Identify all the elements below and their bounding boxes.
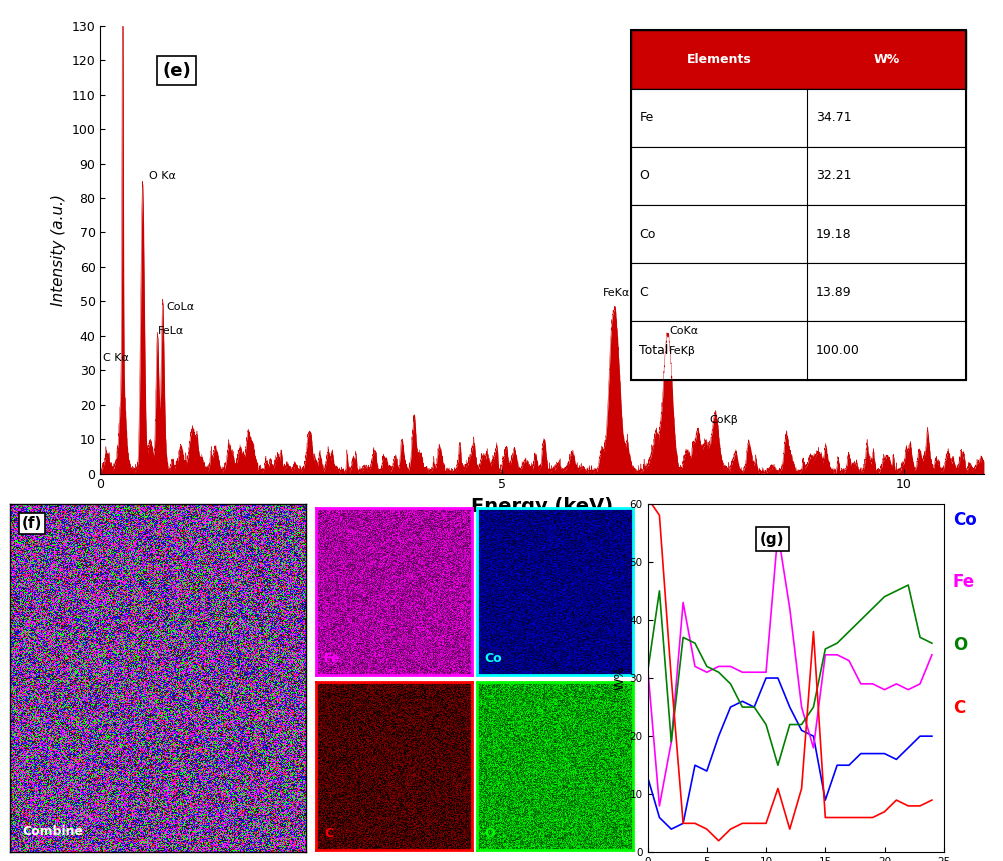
Text: Combine: Combine (22, 826, 83, 839)
Y-axis label: W%: W% (613, 666, 626, 691)
Text: (f): (f) (22, 516, 42, 531)
Text: (e): (e) (162, 62, 191, 80)
Text: 19.18: 19.18 (815, 227, 851, 240)
Text: O Kα: O Kα (148, 170, 176, 181)
Text: 100.00: 100.00 (815, 344, 860, 357)
Text: O: O (639, 170, 649, 183)
X-axis label: Energy (keV): Energy (keV) (470, 497, 613, 516)
Text: CoLα: CoLα (166, 301, 195, 312)
Text: FeLα: FeLα (158, 325, 185, 336)
Text: O: O (952, 636, 966, 654)
Text: C Kα: C Kα (102, 353, 128, 363)
Text: Co: Co (484, 653, 502, 666)
Text: Fe: Fe (952, 573, 974, 592)
Text: Fe: Fe (324, 653, 340, 666)
Text: C: C (639, 286, 648, 299)
Text: FeKα: FeKα (602, 288, 629, 298)
Text: Fe: Fe (639, 111, 653, 124)
Text: O: O (484, 827, 494, 839)
Text: Co: Co (639, 227, 655, 240)
Text: C: C (324, 827, 333, 839)
Text: 13.89: 13.89 (815, 286, 851, 299)
Text: C: C (952, 699, 964, 717)
Text: FeKβ: FeKβ (668, 346, 695, 356)
Bar (630, 30, 965, 89)
Bar (630, 146, 965, 205)
Text: Total: Total (639, 344, 668, 357)
Text: 34.71: 34.71 (815, 111, 851, 124)
Bar (630, 30, 965, 380)
Bar (630, 89, 965, 146)
Bar (630, 321, 965, 380)
Bar (630, 205, 965, 263)
Text: CoKα: CoKα (668, 325, 697, 336)
Text: Elements: Elements (686, 53, 750, 66)
Text: (g): (g) (759, 531, 784, 547)
Bar (630, 263, 965, 321)
Y-axis label: Intensity (a.u.): Intensity (a.u.) (51, 194, 66, 306)
Text: Co: Co (952, 511, 976, 529)
Text: 32.21: 32.21 (815, 170, 851, 183)
Text: W%: W% (873, 53, 899, 66)
Text: CoKβ: CoKβ (708, 415, 737, 425)
